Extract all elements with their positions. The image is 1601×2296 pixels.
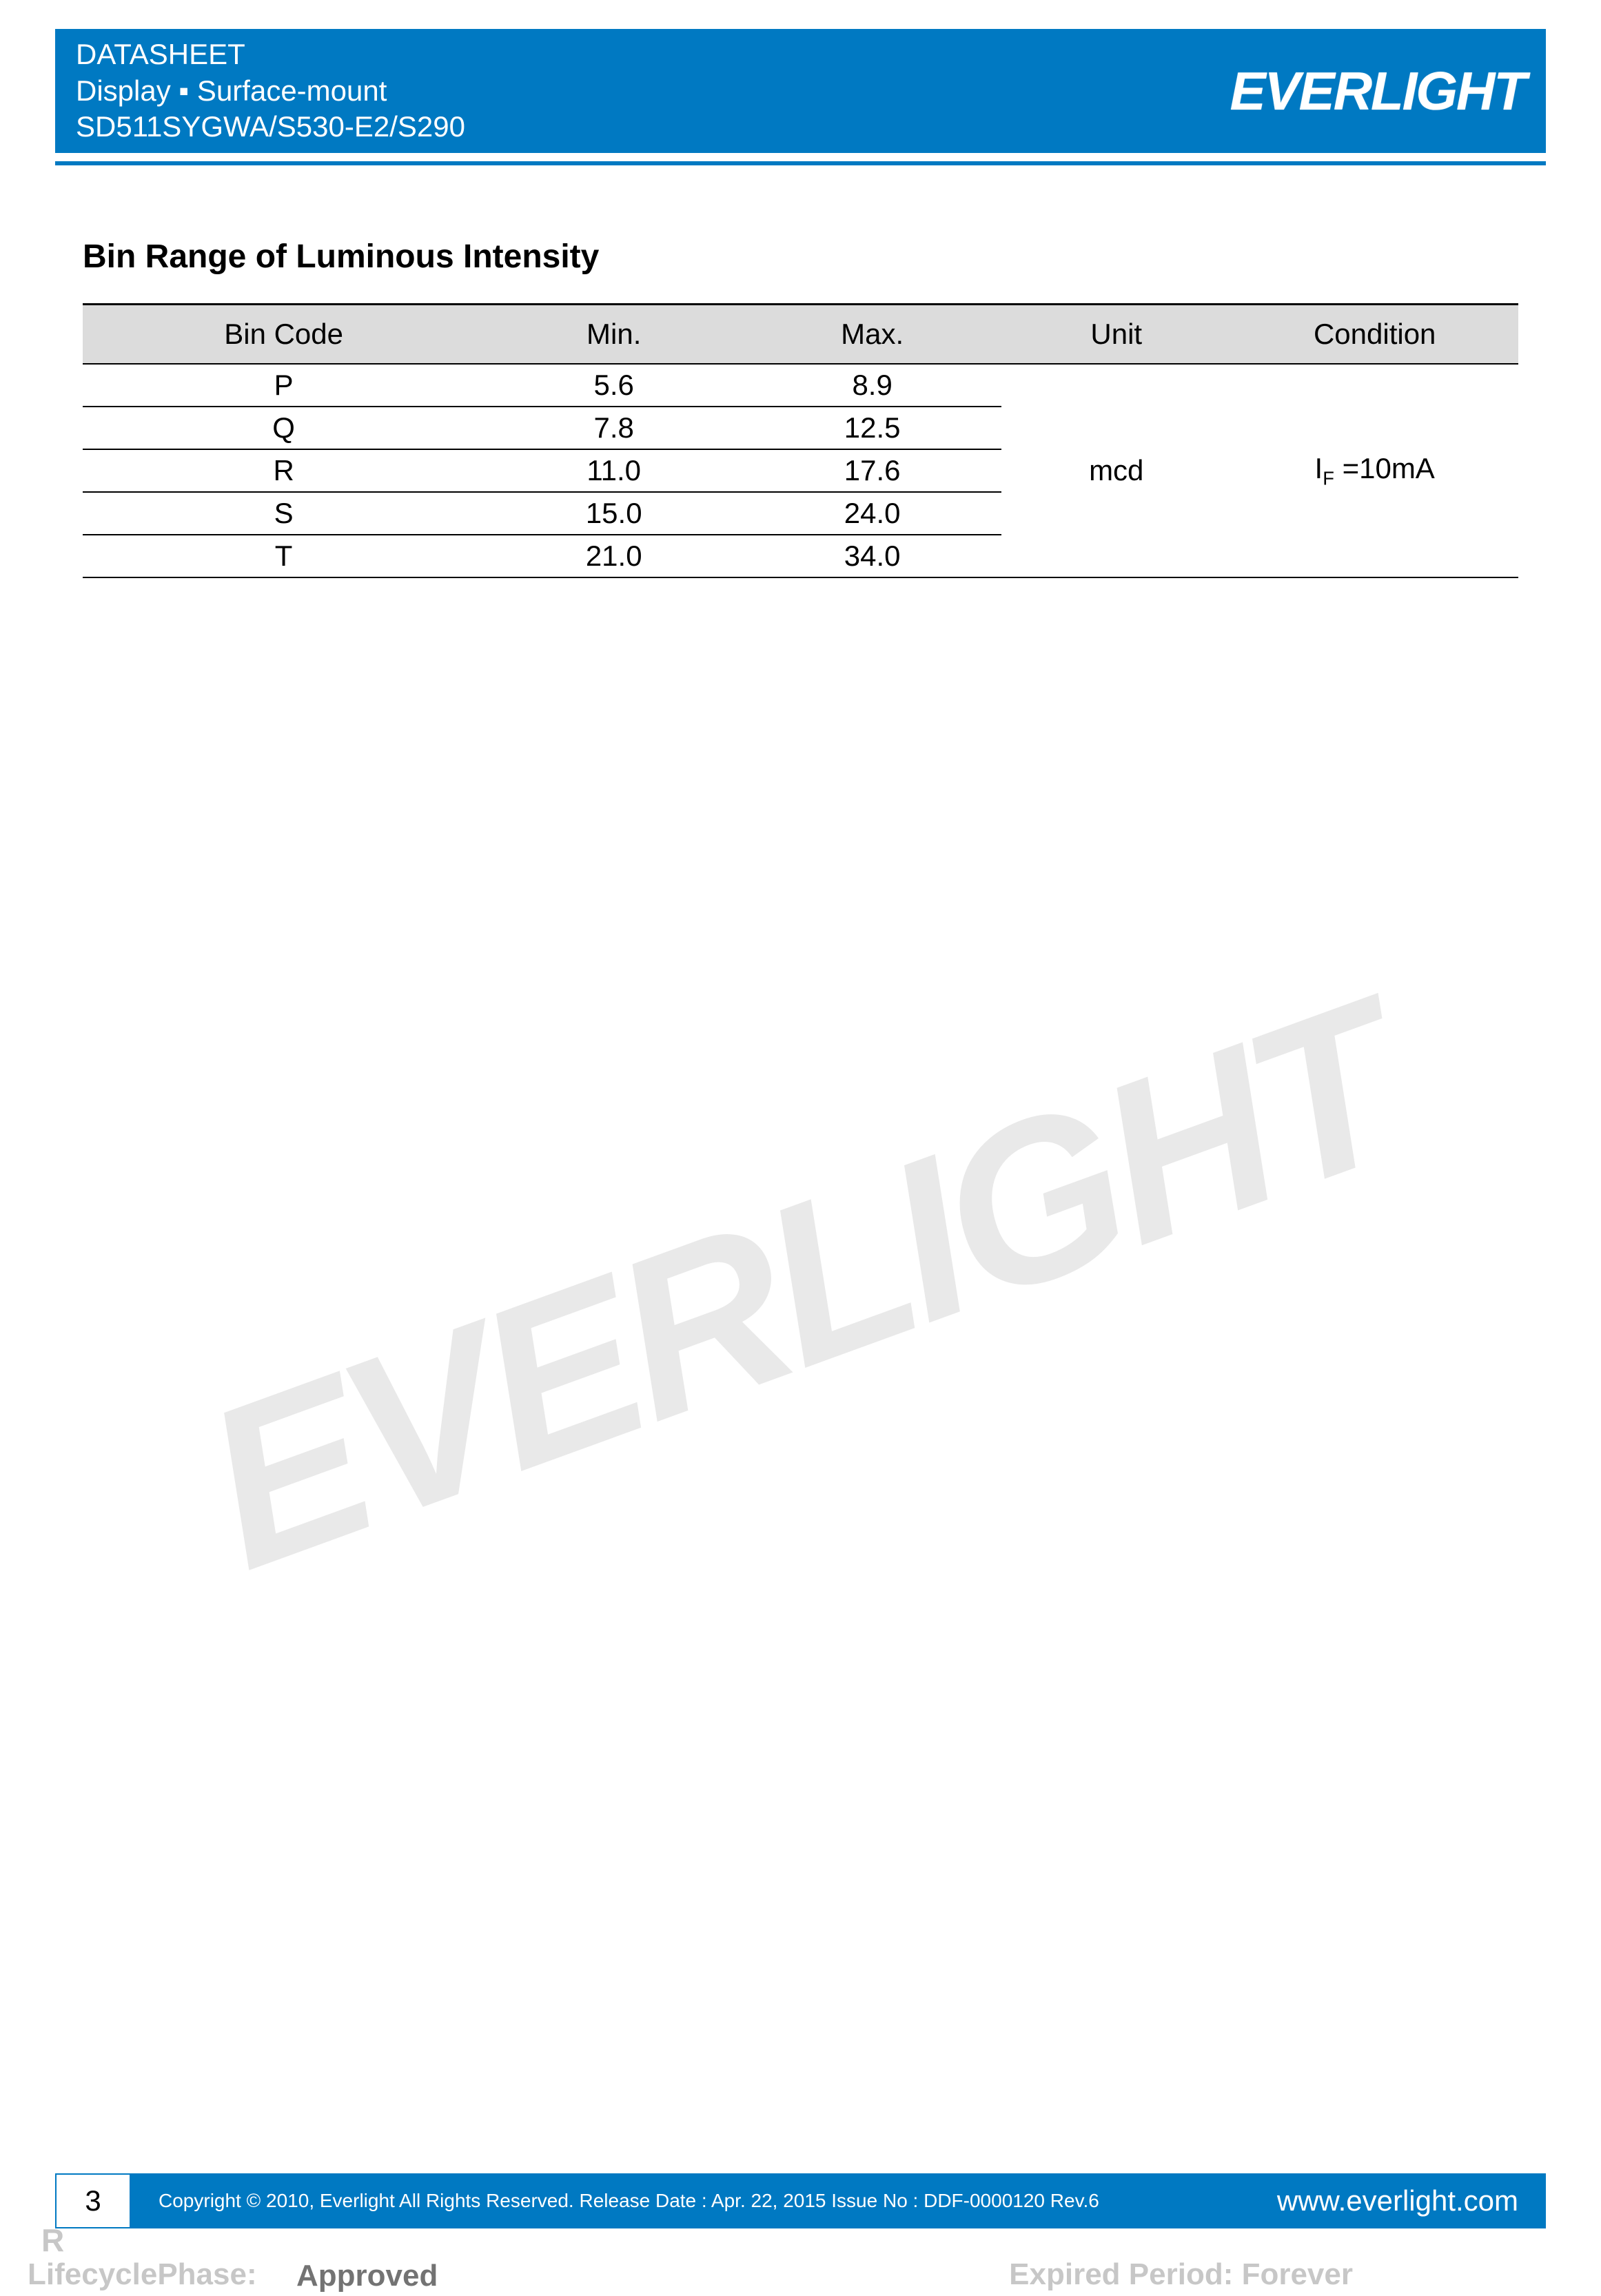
- cell-max: 17.6: [743, 449, 1001, 492]
- everlight-logo: EVERLIGHT: [1230, 60, 1525, 123]
- stamp-expired: Expired Period: Forever: [1009, 2257, 1353, 2292]
- header-band: DATASHEET Display ▪ Surface-mount SD511S…: [55, 29, 1546, 153]
- cond-prefix: I: [1315, 452, 1323, 484]
- table-header-row: Bin Code Min. Max. Unit Condition: [83, 305, 1518, 365]
- cell-max: 8.9: [743, 364, 1001, 407]
- cell-max: 34.0: [743, 535, 1001, 577]
- cell-min: 21.0: [485, 535, 743, 577]
- bin-range-table: Bin Code Min. Max. Unit Condition P 5.6 …: [83, 303, 1518, 578]
- cell-unit: mcd: [1001, 364, 1231, 577]
- footer-copyright: Copyright © 2010, Everlight All Rights R…: [159, 2190, 1099, 2212]
- cell-min: 7.8: [485, 407, 743, 449]
- cell-bin: P: [83, 364, 485, 407]
- cond-suffix: =10mA: [1334, 452, 1435, 484]
- col-header-unit: Unit: [1001, 305, 1231, 365]
- footer-content: Copyright © 2010, Everlight All Rights R…: [131, 2173, 1546, 2228]
- cell-bin: Q: [83, 407, 485, 449]
- page-number-box: 3: [55, 2173, 131, 2228]
- header-line-datasheet: DATASHEET: [76, 37, 465, 73]
- cell-max: 12.5: [743, 407, 1001, 449]
- footer-url: www.everlight.com: [1277, 2184, 1518, 2217]
- stamp-approved: Approved: [296, 2259, 438, 2293]
- header-line-category: Display ▪ Surface-mount: [76, 73, 465, 110]
- footer-band: 3 Copyright © 2010, Everlight All Rights…: [55, 2173, 1546, 2228]
- cell-min: 11.0: [485, 449, 743, 492]
- header-text-block: DATASHEET Display ▪ Surface-mount SD511S…: [76, 37, 465, 145]
- cell-min: 15.0: [485, 492, 743, 535]
- cell-bin: S: [83, 492, 485, 535]
- cell-min: 5.6: [485, 364, 743, 407]
- col-header-min: Min.: [485, 305, 743, 365]
- cell-bin: R: [83, 449, 485, 492]
- cell-condition: IF =10mA: [1231, 364, 1518, 577]
- col-header-cond: Condition: [1231, 305, 1518, 365]
- page: DATASHEET Display ▪ Surface-mount SD511S…: [0, 0, 1601, 2296]
- header-underline: [55, 161, 1546, 165]
- stamp-area: R LifecyclePhase: Approved Expired Perio…: [28, 2230, 1573, 2292]
- cell-bin: T: [83, 535, 485, 577]
- table-row: P 5.6 8.9 mcd IF =10mA: [83, 364, 1518, 407]
- col-header-max: Max.: [743, 305, 1001, 365]
- header-line-partno: SD511SYGWA/S530-E2/S290: [76, 109, 465, 145]
- content-area: Bin Range of Luminous Intensity Bin Code…: [83, 238, 1518, 578]
- cell-max: 24.0: [743, 492, 1001, 535]
- cond-sub: F: [1323, 467, 1334, 489]
- page-number: 3: [85, 2184, 101, 2217]
- watermark-text: EVERLIGHT: [174, 951, 1428, 1621]
- col-header-bin: Bin Code: [83, 305, 485, 365]
- section-title: Bin Range of Luminous Intensity: [83, 238, 1518, 276]
- stamp-r: R: [41, 2222, 64, 2259]
- stamp-lifecycle-label: LifecyclePhase:: [28, 2257, 257, 2292]
